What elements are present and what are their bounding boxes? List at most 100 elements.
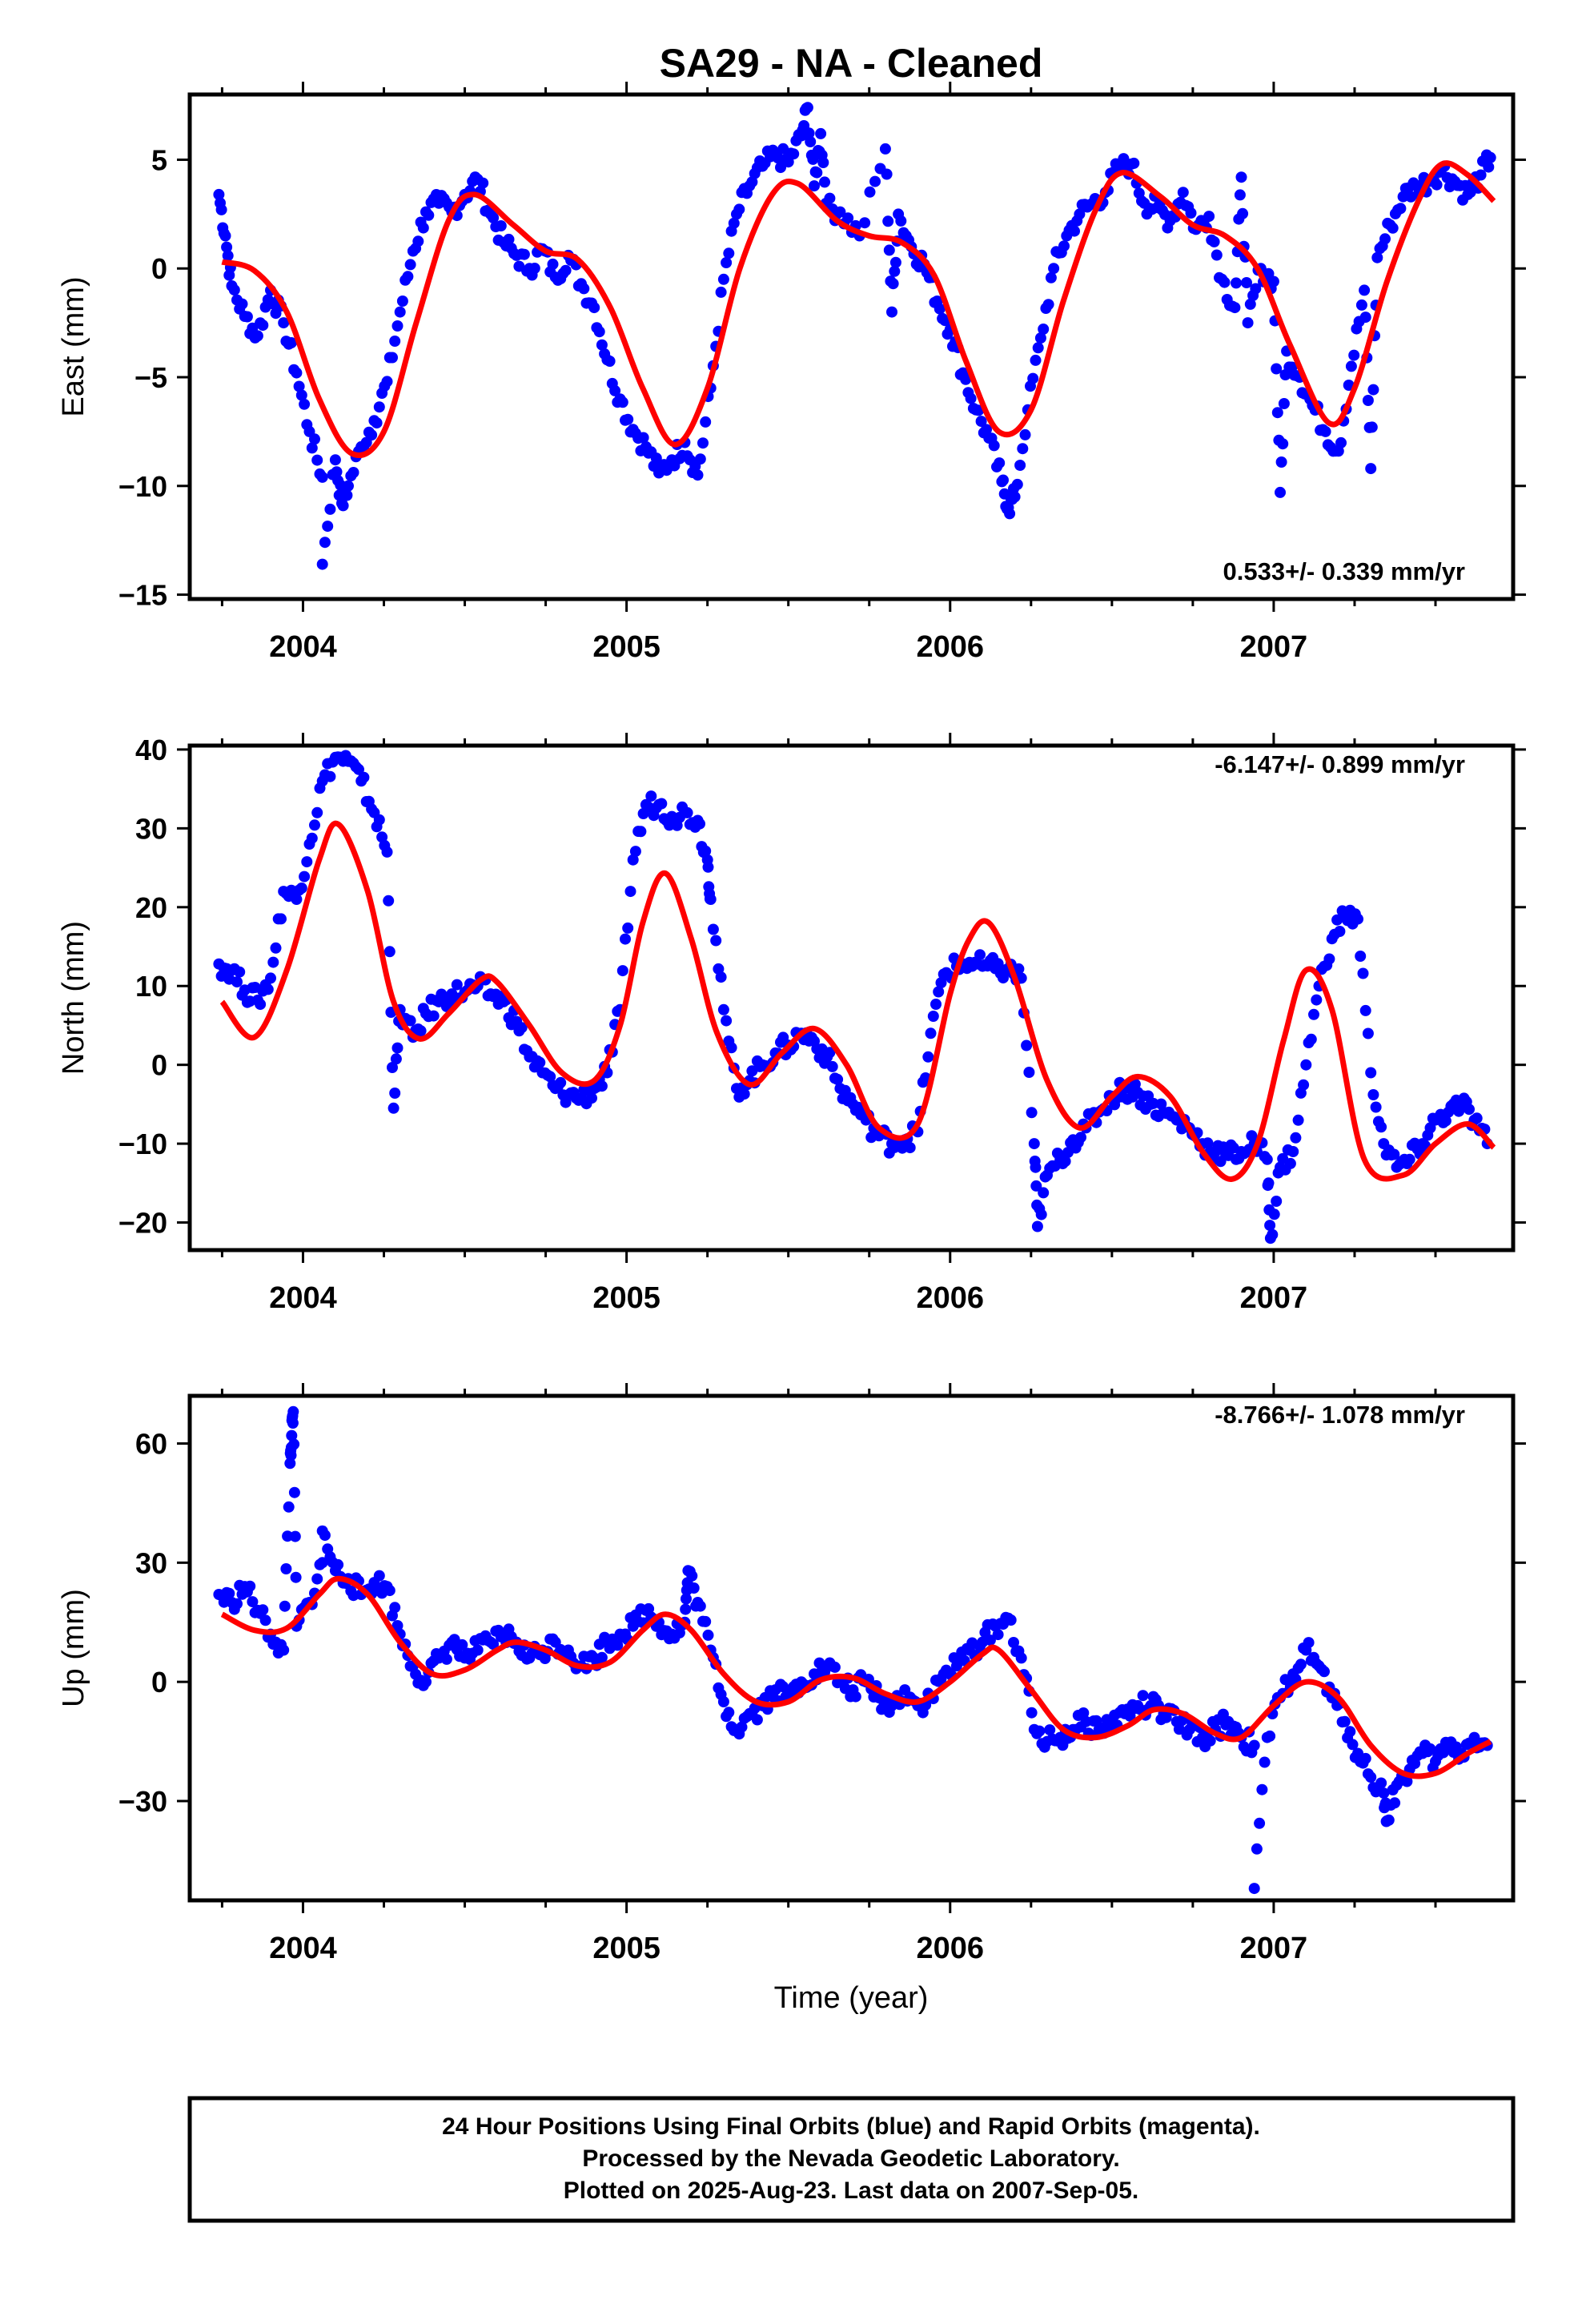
north-observation-point: [376, 831, 388, 843]
up-observation-point: [347, 1590, 359, 1602]
east-observation-point: [1219, 276, 1231, 288]
east-observation-point: [528, 263, 540, 274]
east-observation-point: [249, 332, 261, 344]
north-observation-point: [645, 790, 657, 802]
east-observation-point: [1317, 424, 1329, 436]
east-observation-point: [1275, 456, 1287, 468]
up-y-tick-label: 60: [135, 1428, 167, 1461]
north-observation-point: [358, 771, 370, 783]
east-observation-point: [994, 457, 1006, 469]
up-observation-point: [1044, 1724, 1056, 1736]
up-observation-point: [279, 1600, 291, 1612]
north-observation-point: [925, 1027, 937, 1039]
up-observation-point: [218, 1596, 230, 1608]
up-observation-point: [974, 1640, 986, 1652]
east-observation-point: [1244, 298, 1256, 310]
up-observation-point: [280, 1563, 292, 1574]
east-observation-point: [1208, 235, 1220, 247]
up-observations: [213, 1405, 1493, 1895]
north-observation-point: [1388, 1148, 1400, 1160]
north-observation-point: [1220, 1148, 1232, 1160]
east-observation-point: [593, 326, 605, 338]
east-observation-point: [1359, 284, 1371, 296]
north-observation-point: [694, 818, 705, 830]
east-observation-point: [728, 217, 740, 229]
east-observation-point: [503, 233, 515, 245]
east-observation-point: [1366, 421, 1378, 433]
north-observation-point: [1375, 1121, 1387, 1133]
east-observation-point: [586, 297, 597, 309]
east-observation-point: [1136, 195, 1147, 207]
east-y-tick-labels: 5 0 −5 −10 −15: [118, 144, 167, 612]
east-observation-point: [1355, 299, 1367, 311]
north-observation-point: [234, 966, 246, 978]
east-observation-point: [311, 454, 323, 466]
east-observation-point: [1032, 342, 1044, 354]
north-observation-point: [221, 963, 233, 975]
north-y-tick-label: −20: [118, 1207, 167, 1240]
north-observation-point: [624, 886, 636, 898]
up-observation-point: [1383, 1814, 1395, 1826]
north-observation-point: [616, 965, 628, 977]
up-observation-point: [275, 1638, 287, 1651]
east-observation-point: [1359, 312, 1371, 324]
east-observation-point: [1343, 380, 1355, 391]
east-rate-label: 0.533+/- 0.339 mm/yr: [1223, 557, 1465, 585]
north-observation-point: [826, 1060, 838, 1072]
east-observation-point: [331, 466, 343, 478]
east-panel: 5 0 −5 −10 −15 2004 2005 2006 2007 East (mm) 0.…: [57, 82, 1526, 664]
up-observation-point: [1254, 1817, 1266, 1829]
east-observation-point: [1278, 398, 1290, 409]
north-observation-point: [596, 1080, 608, 1092]
east-observation-point: [723, 247, 735, 259]
north-observation-point: [387, 1062, 398, 1073]
north-y-tick-label: 10: [135, 970, 167, 1003]
up-observation-point: [1450, 1741, 1462, 1753]
north-observation-point: [391, 1042, 404, 1054]
north-panel: 40 30 20 10 0 −10 −20 2004 2005 2006 2007 North (…: [57, 733, 1526, 1315]
north-y-tick-label: 40: [135, 734, 167, 766]
east-observation-point: [1042, 299, 1054, 311]
north-rate-label: -6.147+/- 0.899 mm/yr: [1215, 750, 1465, 778]
east-observation-point: [1227, 300, 1239, 312]
north-observation-point: [534, 1056, 546, 1068]
east-observation-point: [299, 398, 311, 410]
north-observation-point: [516, 1022, 528, 1034]
north-observation-point: [324, 770, 336, 782]
up-observation-point: [715, 1688, 727, 1700]
up-observation-point: [868, 1691, 880, 1703]
east-observation-point: [1019, 428, 1031, 440]
north-observation-point: [404, 1015, 416, 1027]
up-observation-point: [1005, 1614, 1017, 1626]
north-observation-point: [1439, 1115, 1452, 1127]
north-y-tick-labels: 40 30 20 10 0 −10 −20: [118, 734, 167, 1240]
north-observation-point: [373, 814, 385, 826]
north-observation-point: [710, 935, 722, 947]
east-observation-point: [1483, 161, 1495, 173]
east-observation-point: [495, 220, 507, 231]
east-observation-point: [391, 320, 404, 332]
east-observation-point: [616, 396, 628, 408]
east-observation-point: [221, 241, 233, 253]
up-rate-label: -8.766+/- 1.078 mm/yr: [1215, 1401, 1465, 1429]
east-observation-point: [306, 442, 318, 454]
footer-line-1: 24 Hour Positions Using Final Orbits (bl…: [442, 2113, 1260, 2140]
east-observation-point: [257, 320, 269, 332]
north-observation-point: [505, 1019, 517, 1031]
up-observation-point: [389, 1602, 401, 1614]
north-ticks: [177, 733, 1526, 1263]
east-observation-point: [1014, 460, 1026, 471]
north-observation-point: [627, 854, 639, 866]
east-observation-point: [215, 203, 227, 215]
up-observation-point: [383, 1585, 396, 1597]
north-observation-point: [1308, 1008, 1319, 1020]
east-observation-point: [417, 222, 429, 234]
north-observation-point: [1013, 963, 1025, 975]
east-observation-point: [1271, 363, 1283, 375]
north-observation-point: [681, 806, 693, 818]
up-observation-point: [290, 1571, 302, 1583]
east-observation-point: [817, 157, 829, 168]
north-observation-point: [620, 933, 631, 945]
east-x-tick-labels: 2004 2005 2006 2007: [269, 630, 1307, 664]
